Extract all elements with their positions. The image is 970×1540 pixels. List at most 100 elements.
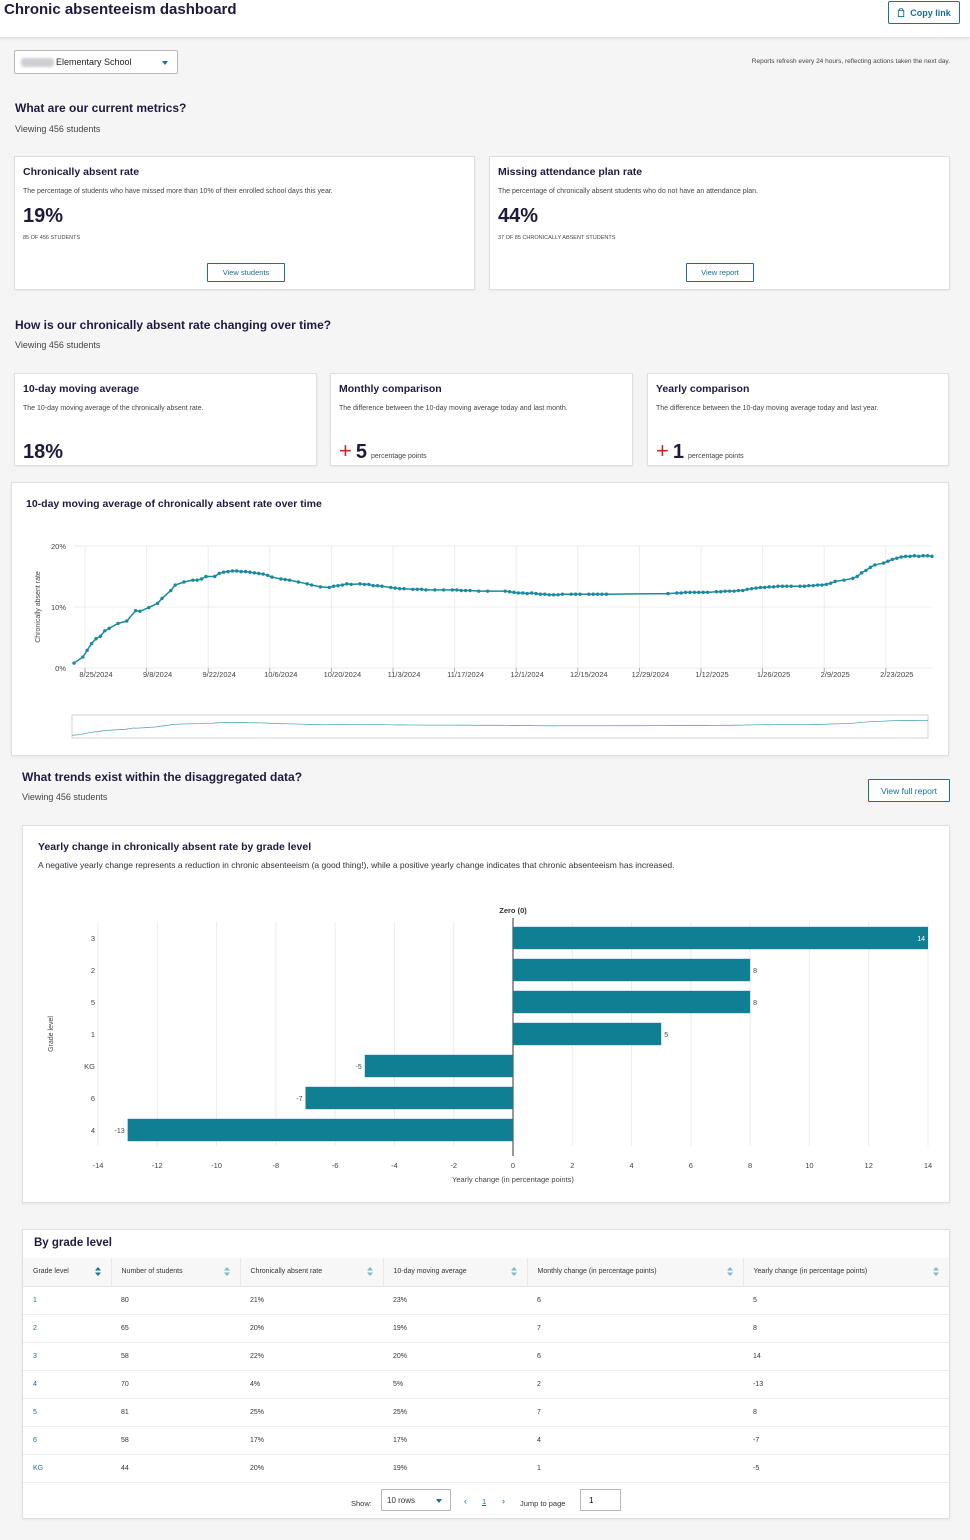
x-tick-label: 0	[511, 1161, 515, 1170]
y-tick-label: 0%	[55, 664, 66, 673]
moving-average-card: 10-day moving average The 10-day moving …	[14, 373, 317, 466]
data-point	[701, 590, 705, 595]
data-point	[318, 585, 323, 589]
column-header-yearly-change[interactable]: Yearly change (in percentage points)	[742, 1258, 949, 1287]
table-cell: -13	[743, 1370, 949, 1399]
data-point	[455, 588, 459, 592]
view-full-report-button[interactable]: View full report	[868, 779, 950, 802]
next-page-icon[interactable]: ›	[502, 1496, 505, 1506]
data-point	[512, 590, 516, 595]
data-point	[252, 571, 257, 575]
copy-link-button[interactable]: Copy link	[888, 1, 960, 24]
x-tick-label: 2/23/2025	[880, 670, 913, 679]
x-tick-label: -10	[211, 1161, 222, 1170]
table-row: 6 58 17% 17% 4 -7	[23, 1426, 949, 1455]
x-tick-label: 1/26/2025	[757, 670, 790, 679]
data-point	[270, 575, 274, 579]
copy-icon	[898, 8, 905, 17]
table-cell: 14	[743, 1342, 949, 1371]
category-label: 1	[91, 1030, 95, 1039]
table-cell: 19%	[383, 1454, 527, 1483]
change-unit: percentage points	[370, 453, 427, 460]
data-point	[551, 593, 556, 597]
monthly-change-value: + 5 percentage points	[339, 440, 427, 463]
data-point	[591, 592, 595, 596]
table-cell: 20%	[240, 1314, 383, 1343]
data-point	[230, 569, 235, 573]
previous-page-icon[interactable]: ‹	[464, 1496, 467, 1506]
table-cell: 22%	[240, 1342, 383, 1371]
data-point	[239, 569, 243, 574]
view-report-button[interactable]: View report	[686, 263, 754, 282]
grade-link[interactable]: 5	[23, 1398, 111, 1427]
data-point	[283, 577, 287, 582]
data-point	[94, 637, 98, 641]
jump-to-page-input[interactable]	[580, 1489, 621, 1511]
grade-link[interactable]: 2	[23, 1314, 111, 1343]
data-point	[327, 585, 331, 590]
category-label: 2	[91, 966, 95, 975]
grade-link[interactable]: KG	[23, 1454, 111, 1483]
table-cell: 5%	[383, 1370, 527, 1399]
data-point	[741, 588, 745, 593]
page-number-link[interactable]: 1	[482, 1497, 487, 1506]
bar	[513, 926, 928, 950]
y-axis-label: Grade level	[48, 1016, 55, 1052]
table-row: KG 44 20% 19% 1 -5	[23, 1454, 949, 1483]
data-point	[688, 590, 692, 595]
table-cell: 58	[111, 1342, 240, 1371]
data-point	[450, 588, 455, 592]
x-axis-label: Yearly change (in percentage points)	[452, 1175, 574, 1184]
data-point	[780, 584, 785, 588]
data-point	[147, 605, 151, 610]
data-label: -7	[296, 1096, 302, 1103]
card-description: The percentage of chronically absent stu…	[498, 188, 758, 195]
grade-link[interactable]: 4	[23, 1370, 111, 1399]
data-point	[248, 570, 252, 574]
rows-per-page-select[interactable]: 10 rows	[381, 1489, 451, 1511]
grade-link[interactable]: 3	[23, 1342, 111, 1371]
column-header-monthly-change[interactable]: Monthly change (in percentage points)	[526, 1258, 743, 1287]
table-row: 3 58 22% 20% 6 14	[23, 1342, 949, 1371]
data-point	[221, 570, 226, 574]
data-point	[763, 585, 767, 590]
data-point	[393, 586, 397, 590]
x-tick-label: 2/9/2025	[821, 670, 850, 679]
data-point	[107, 626, 111, 631]
school-select[interactable]: Elementary School	[14, 50, 178, 74]
data-point	[72, 661, 76, 665]
data-point	[160, 596, 164, 601]
data-point	[802, 584, 807, 588]
x-tick-label: 9/22/2024	[203, 670, 236, 679]
data-point	[714, 590, 719, 594]
column-header-number-of-students[interactable]: Number of students	[110, 1258, 240, 1287]
column-header-chronically-absent-rate[interactable]: Chronically absent rate	[239, 1258, 383, 1287]
column-header-10-day-moving-average[interactable]: 10-day moving average	[382, 1258, 527, 1287]
data-point	[362, 582, 367, 587]
data-point	[749, 587, 754, 591]
card-description: The difference between the 10-day moving…	[656, 405, 879, 412]
data-point	[468, 588, 472, 593]
table-cell: 7	[527, 1314, 743, 1343]
yearly-change-chart-card: Yearly change in chronically absent rate…	[22, 825, 950, 1203]
view-students-button[interactable]: View students	[207, 263, 285, 282]
monthly-comparison-card: Monthly comparison The difference betwee…	[330, 373, 633, 466]
data-point	[204, 574, 208, 579]
grade-link[interactable]: 6	[23, 1426, 111, 1455]
data-point	[380, 584, 384, 588]
grade-link[interactable]: 1	[23, 1286, 111, 1315]
data-point	[389, 585, 393, 590]
data-point	[732, 589, 736, 593]
x-tick-label: 14	[924, 1161, 932, 1170]
data-point	[538, 592, 543, 596]
data-label: -5	[356, 1064, 362, 1071]
data-label: -13	[115, 1128, 125, 1135]
x-tick-label: -2	[450, 1161, 457, 1170]
data-point	[807, 583, 811, 588]
card-title: Chronically absent rate	[23, 166, 140, 178]
column-header-grade-level[interactable]: Grade level	[23, 1258, 111, 1287]
series-line	[73, 555, 933, 664]
data-point	[309, 583, 314, 587]
table-cell: 8	[743, 1314, 949, 1343]
